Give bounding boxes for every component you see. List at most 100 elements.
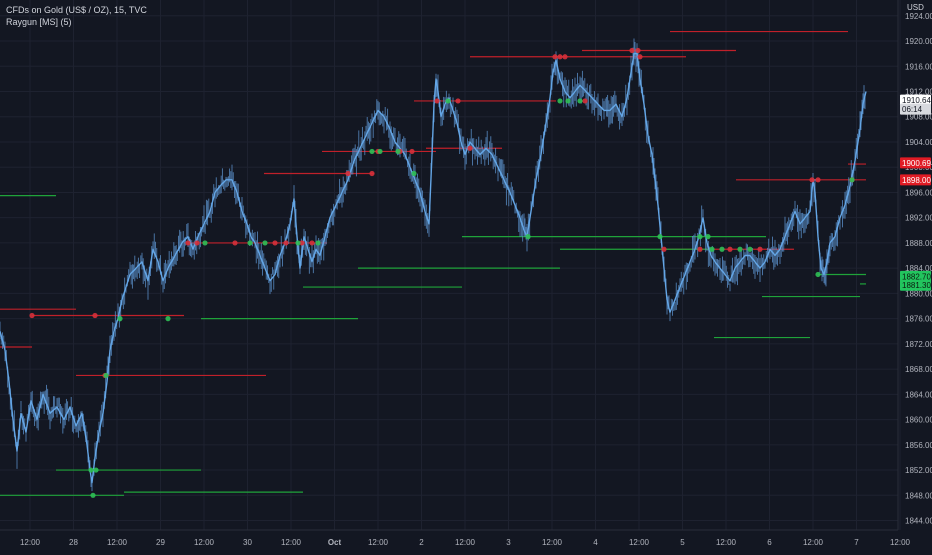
resistance-marker [92, 312, 98, 319]
y-tick-label: 1856.00 [905, 441, 932, 450]
x-tick-label: 12:00 [455, 538, 476, 547]
x-tick-label: 12:00 [803, 538, 824, 547]
support-marker [395, 148, 401, 155]
x-tick-label: 2 [419, 538, 424, 547]
y-tick-label: 1860.00 [905, 416, 932, 425]
support-marker [90, 492, 96, 498]
x-tick-label: 12:00 [368, 538, 389, 547]
support-marker [369, 148, 375, 155]
x-tick-label: 12:00 [194, 538, 215, 547]
support-marker [377, 148, 383, 155]
x-tick-label: 12:00 [281, 538, 302, 547]
resistance-marker [455, 98, 461, 104]
support-marker [705, 234, 711, 240]
support-marker [565, 98, 571, 104]
y-tick-label: 1868.00 [905, 365, 932, 374]
support-marker [315, 240, 321, 246]
indicator-title[interactable]: Raygun [MS] (5) [6, 17, 72, 27]
resistance-marker [661, 246, 667, 252]
y-tick-label: 1924.00 [905, 12, 932, 21]
y-tick-label: 1872.00 [905, 340, 932, 349]
resistance-marker [345, 170, 351, 177]
x-tick-label: 12:00 [629, 538, 650, 547]
support-marker [697, 234, 703, 240]
resistance-marker [757, 246, 763, 252]
x-tick-label: 30 [243, 538, 252, 547]
price-axis-label-bg [900, 157, 931, 169]
resistance-marker [272, 240, 278, 246]
resistance-marker [309, 240, 315, 246]
resistance-marker [635, 47, 641, 54]
price-axis-label-text: 1898.00 [902, 176, 931, 185]
support-marker [202, 240, 208, 246]
x-tick-label: 12:00 [20, 538, 41, 547]
y-tick-label: 1920.00 [905, 37, 932, 46]
resistance-marker [29, 312, 35, 319]
x-tick-label: Oct [328, 538, 342, 547]
y-tick-label: 1916.00 [905, 62, 932, 71]
x-tick-label: 12:00 [107, 538, 128, 547]
support-marker [719, 246, 725, 252]
price-axis-label: 1881.30 [900, 279, 931, 291]
y-tick-label: 1848.00 [905, 491, 932, 500]
price-axis-label: 1900.69 [900, 157, 931, 169]
y-tick-label: 1912.00 [905, 87, 932, 96]
support-marker [117, 316, 123, 322]
support-marker [577, 98, 583, 104]
price-axis-label-text: 1882.70 [902, 272, 931, 281]
resistance-marker [582, 98, 588, 104]
support-marker [103, 372, 109, 379]
resistance-marker [637, 54, 643, 60]
x-tick-label: 6 [767, 538, 772, 547]
price-axis-label-text: 1900.69 [902, 159, 931, 168]
x-tick-label: 12:00 [716, 538, 737, 547]
price-axis-label-text: 06:14 [902, 105, 923, 114]
resistance-marker [552, 54, 558, 60]
support-marker [747, 246, 753, 252]
price-axis-label: 1910.64 [900, 94, 931, 106]
currency-label: USD [907, 3, 924, 12]
resistance-marker [562, 54, 568, 60]
resistance-marker [283, 240, 289, 246]
y-tick-label: 1888.00 [905, 239, 932, 248]
y-tick-label: 1864.00 [905, 390, 932, 399]
chart-legend: CFDs on Gold (US$ / OZ), 15, TVC Raygun … [6, 4, 147, 28]
price-axis-label-bg [900, 94, 931, 106]
x-tick-label: 12:00 [890, 538, 911, 547]
y-tick-label: 1896.00 [905, 188, 932, 197]
y-tick-label: 1852.00 [905, 466, 932, 475]
support-marker [849, 177, 855, 183]
price-axis-label-bg [900, 103, 931, 115]
support-marker [737, 246, 743, 252]
price-axis-label: 06:14 [900, 103, 931, 115]
y-tick-label: 1884.00 [905, 264, 932, 273]
symbol-title[interactable]: CFDs on Gold (US$ / OZ), 15, TVC [6, 5, 147, 15]
y-tick-label: 1892.00 [905, 214, 932, 223]
y-tick-label: 1880.00 [905, 289, 932, 298]
resistance-marker [815, 177, 821, 183]
resistance-marker [434, 98, 440, 104]
support-marker [88, 467, 94, 473]
support-marker [165, 316, 171, 322]
y-tick-label: 1844.00 [905, 517, 932, 526]
resistance-marker [629, 47, 635, 54]
x-tick-label: 7 [854, 538, 859, 547]
support-marker [411, 170, 417, 177]
support-marker [709, 246, 715, 252]
resistance-marker [194, 240, 200, 246]
x-tick-label: 12:00 [542, 538, 563, 547]
support-marker [295, 240, 301, 246]
resistance-marker [369, 170, 375, 177]
resistance-marker [697, 246, 703, 252]
support-marker [247, 240, 253, 246]
resistance-marker [299, 240, 305, 246]
resistance-marker [467, 145, 473, 151]
price-axis-label: 1898.00 [900, 174, 931, 186]
x-tick-label: 3 [506, 538, 511, 547]
price-axis-label-bg [900, 279, 931, 291]
x-tick-label: 5 [680, 538, 685, 547]
support-marker [815, 271, 821, 278]
support-marker [93, 467, 99, 473]
